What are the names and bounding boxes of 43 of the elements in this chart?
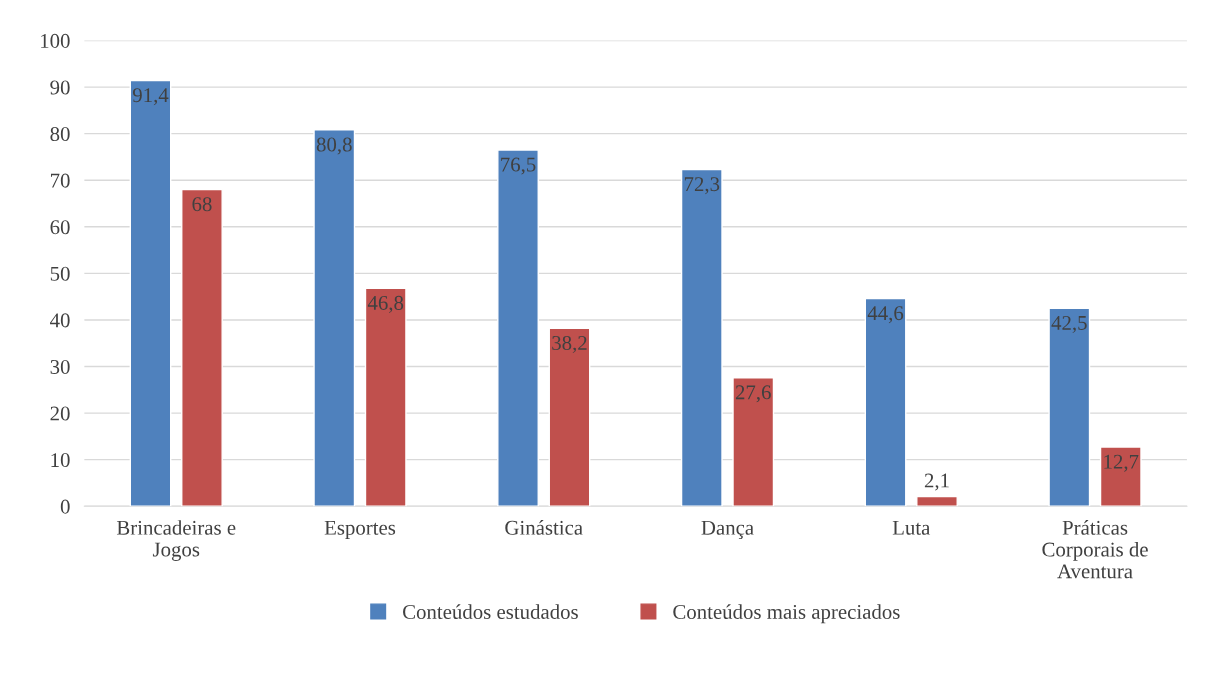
y-tick-label: 20 — [50, 406, 70, 421]
bar — [129, 79, 172, 507]
data-label: 2,1 — [924, 473, 949, 491]
y-tick-label: 90 — [50, 80, 70, 95]
x-tick-label: Brincadeiras e Jogos — [116, 520, 236, 561]
bar — [364, 287, 407, 507]
y-tick-label: 80 — [50, 127, 70, 142]
data-label: 12,7 — [1104, 454, 1139, 472]
y-tick-label: 60 — [50, 220, 70, 235]
data-label: 68 — [192, 197, 212, 212]
data-label: 46,8 — [367, 295, 404, 313]
x-tick-label: Dança — [701, 520, 754, 540]
bar — [181, 188, 223, 507]
x-tick-label: Esportes — [324, 520, 396, 540]
bar — [732, 377, 775, 507]
bar — [497, 149, 539, 507]
y-tick-label: 70 — [51, 173, 70, 188]
y-tick-label: 30 — [50, 359, 70, 374]
data-label: 27,6 — [735, 385, 771, 403]
data-label: 80,8 — [316, 137, 352, 155]
legend-label: Conteúdos estudados — [403, 604, 578, 619]
bar — [916, 495, 958, 507]
bar — [548, 327, 591, 507]
y-tick-label: 100 — [41, 33, 70, 48]
y-tick-label: 40 — [50, 313, 70, 328]
bar — [864, 297, 907, 507]
legend-label: Conteúdos mais apreciados — [673, 604, 900, 624]
bar — [1048, 307, 1091, 507]
data-label: 76,5 — [501, 157, 536, 175]
data-label: 44,6 — [867, 306, 904, 324]
x-tick-label: Práticas Corporais de Aventura — [1042, 520, 1148, 579]
data-label: 91,4 — [132, 88, 169, 106]
bar — [680, 168, 723, 507]
bar — [1099, 446, 1142, 507]
data-label: 38,2 — [552, 335, 587, 353]
y-tick-label: 50 — [50, 266, 70, 281]
data-label: 72,3 — [684, 177, 720, 195]
y-tick-label: 10 — [51, 453, 70, 468]
bar — [313, 129, 356, 507]
x-tick-label: Ginástica — [505, 520, 583, 535]
x-tick-label: Luta — [892, 520, 931, 535]
data-label: 42,5 — [1051, 315, 1087, 333]
y-tick-label: 0 — [60, 499, 70, 514]
